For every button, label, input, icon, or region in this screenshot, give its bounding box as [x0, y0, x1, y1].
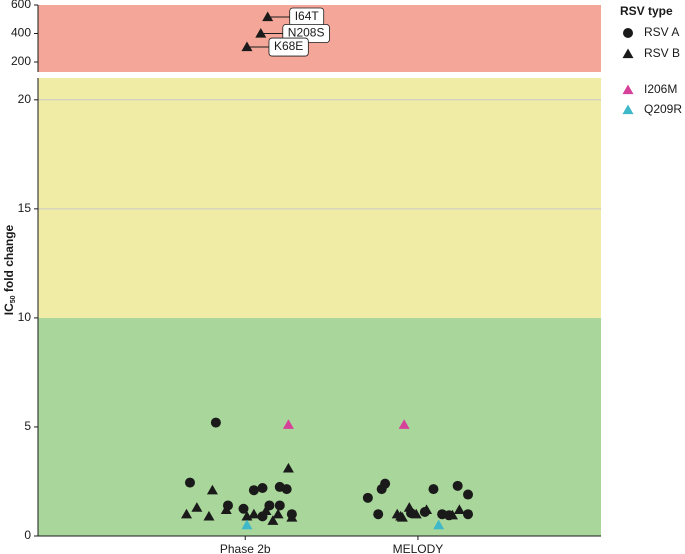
point [446, 509, 458, 520]
point [181, 508, 193, 519]
point [380, 478, 391, 489]
point [281, 484, 292, 495]
point [257, 483, 268, 494]
point [241, 519, 253, 530]
point [262, 11, 274, 22]
y-axis-label-part: IC [2, 303, 16, 315]
annotation-label: K68E [274, 39, 303, 53]
point [191, 502, 203, 512]
point [267, 515, 279, 525]
point [260, 505, 272, 516]
band [38, 317, 601, 536]
point [421, 504, 433, 514]
point [373, 509, 384, 520]
y-axis-label-part: fold change [2, 224, 16, 295]
y-tick-label: 10 [18, 310, 32, 324]
point [395, 510, 407, 521]
point [362, 492, 373, 503]
legend-marker [623, 28, 633, 38]
band [38, 78, 601, 318]
y-tick-label: 0 [24, 528, 31, 542]
point [463, 509, 474, 520]
point [282, 419, 294, 429]
y-axis-label: IC50 fold change [2, 224, 17, 315]
point [282, 462, 294, 473]
y-tick-label: 5 [24, 419, 31, 433]
y-tick-label: 400 [11, 26, 31, 40]
point [463, 489, 474, 500]
point [452, 480, 463, 491]
y-tick-label: 600 [11, 0, 31, 11]
point [184, 477, 195, 488]
point [398, 419, 410, 429]
point [220, 504, 232, 514]
point [403, 502, 415, 512]
point [248, 485, 259, 496]
point [428, 484, 439, 495]
x-tick-label: MELODY [393, 542, 444, 554]
point [272, 508, 284, 519]
annotation-label: I64T [295, 9, 320, 23]
y-axis-label-part: 50 [10, 295, 17, 303]
point [286, 511, 298, 522]
point [274, 500, 285, 511]
point [410, 508, 422, 519]
point [248, 508, 260, 519]
point [206, 484, 218, 495]
legend-marker [622, 48, 634, 59]
y-tick-label: 200 [11, 54, 31, 68]
point [453, 504, 465, 514]
point [238, 503, 249, 514]
point [203, 510, 215, 521]
y-tick-label: 15 [18, 201, 32, 215]
x-tick-label: Phase 2b [220, 542, 271, 554]
point [433, 519, 445, 530]
point [241, 41, 253, 52]
legend-title: RSV type [620, 4, 673, 18]
legend-label: I206M [644, 82, 677, 96]
legend-label: Q209R [644, 102, 682, 116]
annotation-label: N208S [288, 26, 325, 40]
legend-marker [622, 104, 634, 115]
legend-label: RSV A [644, 25, 679, 39]
y-tick-label: 20 [18, 92, 32, 106]
legend-marker [622, 84, 634, 95]
point [210, 417, 221, 428]
point [255, 28, 267, 38]
legend-label: RSV B [644, 46, 680, 60]
annotation-box [268, 37, 309, 57]
